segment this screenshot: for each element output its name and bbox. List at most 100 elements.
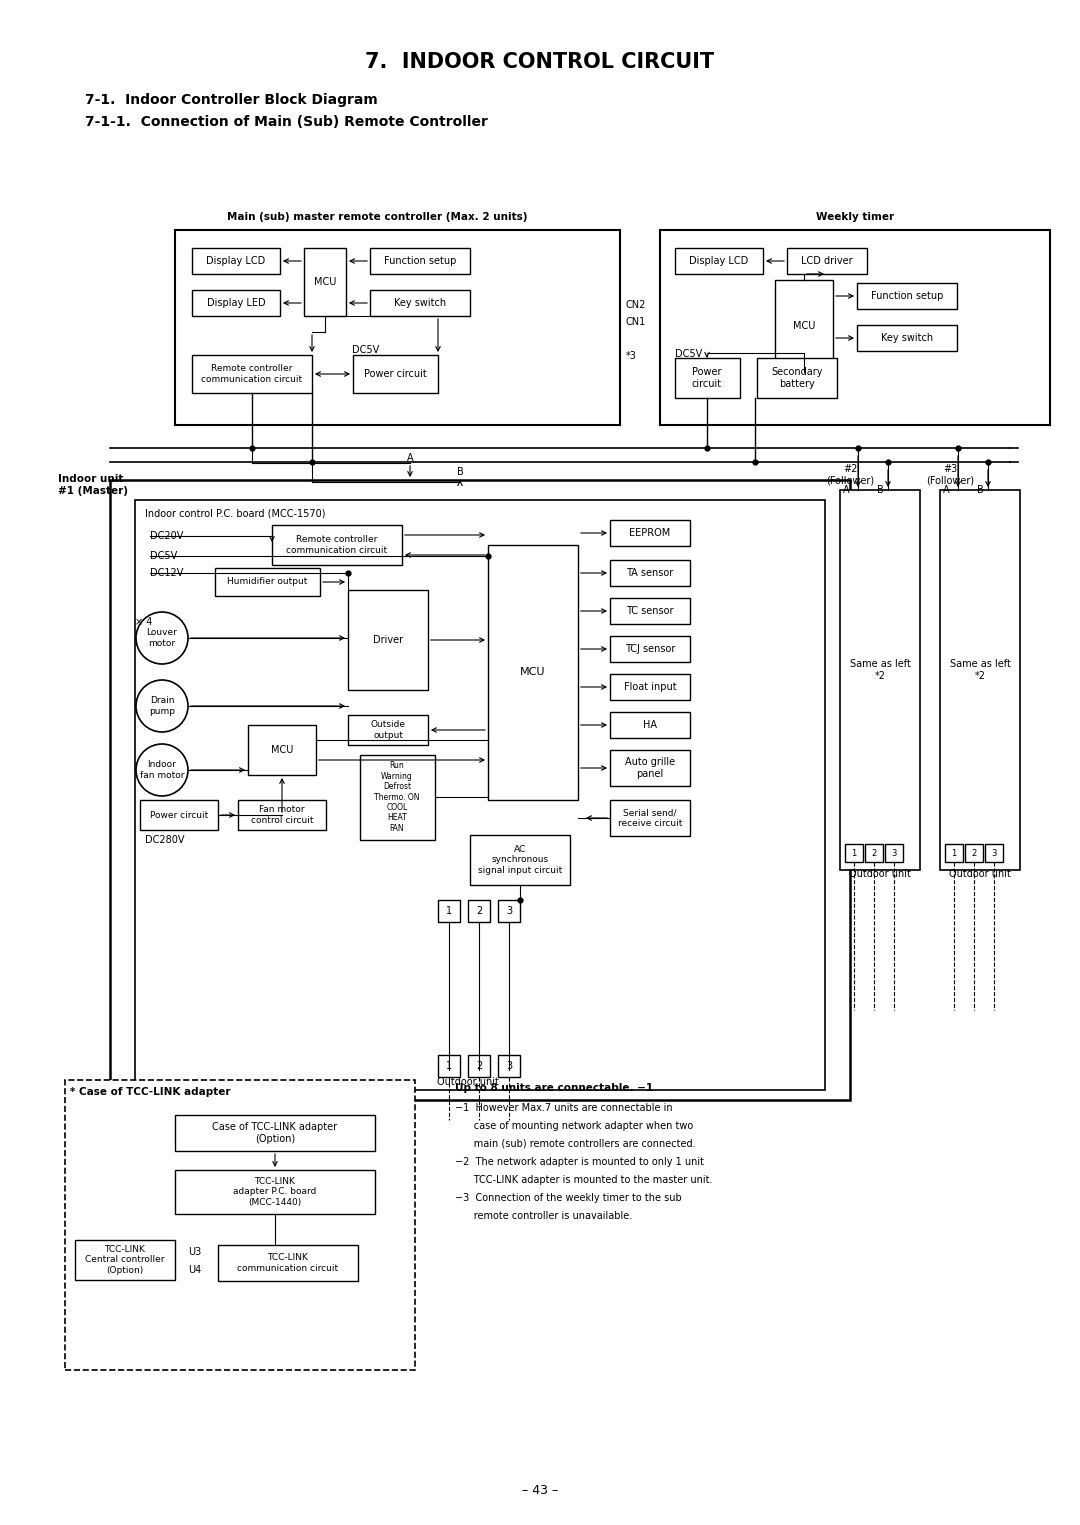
Text: Key switch: Key switch — [394, 297, 446, 308]
Text: U4: U4 — [188, 1266, 201, 1275]
Bar — [675, 358, 740, 398]
Bar — [966, 843, 983, 862]
Bar — [110, 480, 850, 1100]
Text: Remote controller
communication circuit: Remote controller communication circuit — [286, 535, 388, 555]
Text: Function setup: Function setup — [383, 256, 456, 265]
Text: Display LCD: Display LCD — [206, 256, 266, 265]
Text: AC
synchronous
signal input circuit: AC synchronous signal input circuit — [477, 845, 562, 875]
Bar — [135, 500, 825, 1090]
Text: #3
(Follower): #3 (Follower) — [926, 464, 974, 486]
Text: Same as left
*2: Same as left *2 — [850, 659, 910, 680]
Text: Indoor unit
#1 (Master): Indoor unit #1 (Master) — [58, 474, 129, 496]
Text: HA: HA — [643, 720, 657, 730]
Text: Indoor control P.C. board (MCC-1570): Indoor control P.C. board (MCC-1570) — [145, 508, 325, 518]
Bar — [218, 1244, 357, 1281]
Bar — [858, 325, 957, 351]
Text: TCC-LINK
communication circuit: TCC-LINK communication circuit — [238, 1254, 338, 1273]
Text: CN2: CN2 — [626, 300, 646, 310]
Text: MCU: MCU — [314, 278, 336, 287]
Text: DC12V: DC12V — [150, 567, 184, 578]
Text: 2: 2 — [476, 906, 482, 917]
Bar — [360, 755, 435, 840]
Text: DC280V: DC280V — [145, 836, 185, 845]
Text: CN1: CN1 — [626, 317, 646, 326]
Bar — [787, 249, 867, 274]
Text: Display LCD: Display LCD — [689, 256, 748, 265]
Text: DC5V: DC5V — [352, 345, 379, 355]
Text: A: A — [407, 453, 414, 464]
Text: A: A — [943, 485, 949, 496]
Text: Function setup: Function setup — [870, 291, 943, 300]
Bar — [610, 674, 690, 700]
Text: * Case of TCC-LINK adapter: * Case of TCC-LINK adapter — [70, 1087, 230, 1096]
Text: Louver
motor: Louver motor — [147, 628, 177, 648]
Bar — [348, 715, 428, 746]
Bar — [610, 560, 690, 586]
Text: 7-1.  Indoor Controller Block Diagram: 7-1. Indoor Controller Block Diagram — [85, 93, 378, 107]
Bar — [660, 230, 1050, 425]
Text: DC20V: DC20V — [150, 531, 184, 541]
Text: −1  However Max.7 units are connectable in: −1 However Max.7 units are connectable i… — [455, 1103, 673, 1113]
Bar — [865, 843, 883, 862]
Text: Power
circuit: Power circuit — [692, 368, 723, 389]
Bar — [175, 1115, 375, 1151]
Bar — [840, 490, 920, 869]
Text: U3: U3 — [188, 1247, 201, 1257]
Bar — [985, 843, 1003, 862]
Text: TC sensor: TC sensor — [626, 605, 674, 616]
Bar — [610, 750, 690, 785]
Bar — [438, 900, 460, 923]
Text: remote controller is unavailable.: remote controller is unavailable. — [455, 1211, 632, 1222]
Text: Serial send/
receive circuit: Serial send/ receive circuit — [618, 808, 683, 828]
Text: Outside
output: Outside output — [370, 720, 405, 740]
Bar — [845, 843, 863, 862]
Text: DC5V: DC5V — [150, 551, 177, 561]
Text: Outdoor unit: Outdoor unit — [437, 1077, 499, 1087]
Text: TCC-LINK
adapter P.C. board
(MCC-1440): TCC-LINK adapter P.C. board (MCC-1440) — [233, 1177, 316, 1206]
Text: DC5V: DC5V — [675, 349, 702, 358]
Bar — [192, 290, 280, 316]
Bar — [192, 249, 280, 274]
Text: – 43 –: – 43 – — [522, 1484, 558, 1496]
Bar — [348, 590, 428, 689]
Text: Case of TCC-LINK adapter
(Option): Case of TCC-LINK adapter (Option) — [213, 1122, 338, 1144]
Text: MCU: MCU — [271, 746, 293, 755]
Bar — [248, 724, 316, 775]
Bar — [303, 249, 346, 316]
Text: Driver: Driver — [373, 634, 403, 645]
Bar — [192, 355, 312, 393]
Text: A: A — [842, 485, 849, 496]
Text: B: B — [877, 485, 883, 496]
Text: TCC-LINK adapter is mounted to the master unit.: TCC-LINK adapter is mounted to the maste… — [455, 1174, 713, 1185]
Text: 1: 1 — [446, 1061, 453, 1071]
Bar — [272, 525, 402, 564]
Text: Up to 8 units are connectable. −1: Up to 8 units are connectable. −1 — [455, 1083, 653, 1093]
Text: −2  The network adapter is mounted to only 1 unit: −2 The network adapter is mounted to onl… — [455, 1157, 704, 1167]
Bar — [610, 636, 690, 662]
Text: Key switch: Key switch — [881, 332, 933, 343]
Bar — [175, 1170, 375, 1214]
Text: 7.  INDOOR CONTROL CIRCUIT: 7. INDOOR CONTROL CIRCUIT — [365, 52, 715, 72]
Text: Drain
pump: Drain pump — [149, 697, 175, 715]
Bar — [610, 520, 690, 546]
Text: MCU: MCU — [521, 666, 545, 677]
Text: Main (sub) master remote controller (Max. 2 units): Main (sub) master remote controller (Max… — [227, 212, 527, 223]
Text: −3  Connection of the weekly timer to the sub: −3 Connection of the weekly timer to the… — [455, 1193, 681, 1203]
Text: *3: *3 — [626, 351, 637, 361]
Text: B: B — [976, 485, 984, 496]
Text: Outdoor unit: Outdoor unit — [849, 869, 910, 878]
Bar — [470, 836, 570, 884]
Bar — [775, 281, 833, 372]
Text: × 4: × 4 — [135, 618, 152, 627]
Bar — [675, 249, 762, 274]
Text: Power circuit: Power circuit — [364, 369, 427, 380]
Bar — [468, 900, 490, 923]
Text: 7-1-1.  Connection of Main (Sub) Remote Controller: 7-1-1. Connection of Main (Sub) Remote C… — [85, 114, 488, 130]
Bar — [175, 230, 620, 425]
Text: case of mounting network adapter when two: case of mounting network adapter when tw… — [455, 1121, 693, 1132]
Bar — [610, 712, 690, 738]
Text: TA sensor: TA sensor — [626, 567, 674, 578]
Text: Humidifier output: Humidifier output — [227, 578, 307, 587]
Text: TCJ sensor: TCJ sensor — [625, 644, 675, 654]
Text: TCC-LINK
Central controller
(Option): TCC-LINK Central controller (Option) — [85, 1244, 165, 1275]
